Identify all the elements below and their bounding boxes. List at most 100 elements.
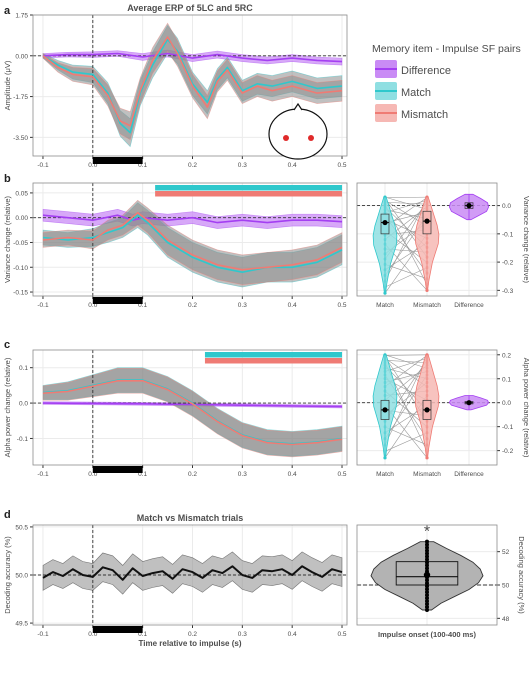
chart-title: Match vs Mismatch trials: [137, 513, 244, 523]
error-band-mismatch: [42, 22, 343, 141]
head-outline: [268, 108, 328, 160]
panel-label-d: d: [4, 509, 11, 521]
y-tick-label: 0.05: [15, 190, 28, 197]
y-axis-label: Amplitude (μV): [3, 60, 12, 110]
x-tick-label: 0.5: [337, 631, 346, 638]
x-tick-label: 0.1: [138, 302, 147, 309]
series-line-mismatch: [42, 36, 343, 127]
paired-line: [384, 359, 428, 363]
y-tick-label: 50: [502, 583, 510, 590]
x-tick-label: 0.3: [238, 302, 247, 309]
electrode-right: [308, 135, 314, 141]
y-tick-label: 48: [502, 616, 510, 623]
y-tick-label: -3.50: [13, 135, 28, 142]
participant-point: [425, 542, 429, 547]
x-tick-label: 0.4: [288, 631, 297, 638]
y-axis-label: Decoding accuracy (%): [3, 536, 12, 614]
y-tick-label: 0.00: [15, 215, 28, 222]
y-axis-label: Alpha power change (relative): [522, 358, 529, 458]
paired-line: [384, 201, 428, 205]
y-axis-label: Variance change (relative): [522, 196, 529, 283]
paired-line: [384, 264, 428, 279]
series-line-mismatch: [42, 380, 343, 446]
x-tick-label: 0.0: [88, 162, 97, 169]
participant-point: [425, 566, 429, 571]
x-tick-label: 0.0: [88, 471, 97, 478]
y-tick-label: 1.75: [15, 13, 28, 20]
paired-line: [384, 199, 428, 213]
y-tick-label: 52: [502, 549, 510, 556]
violin-border-b-violin: [356, 182, 498, 297]
participant-point: [425, 602, 429, 607]
x-tick-label: -0.1: [37, 162, 49, 169]
x-tick-label: 0.2: [188, 162, 197, 169]
series-line-match: [42, 38, 343, 134]
participant-point: [425, 590, 429, 595]
participant-point: [425, 608, 429, 612]
x-tick-label: 0.4: [288, 302, 297, 309]
erp-plot: 1.75 0.00 -1.75 -3.50 -0.1 0.0 0.1 0.2 0.3 0.4 0.5…: [3, 3, 348, 169]
y-tick-label: 50.5: [15, 524, 28, 531]
y-tick-label: -0.3: [502, 288, 514, 295]
legend: Memory item - Impulse SF pairs Differenc…: [372, 43, 521, 122]
impulse-bar: [92, 466, 143, 473]
y-tick-label: 50.0: [15, 573, 28, 580]
head-nose: [293, 102, 303, 111]
category-label-match: Match: [376, 471, 394, 478]
paired-line: [384, 354, 428, 356]
participant-point: [425, 584, 429, 589]
significance-bar-match: [204, 352, 343, 358]
participant-point: [425, 557, 429, 562]
participant-point: [425, 581, 429, 586]
x-tick-label: 0.1: [138, 162, 147, 169]
mean-point-mismatch: [424, 218, 430, 224]
x-tick-label: 0.3: [238, 471, 247, 478]
legend-entry-difference: Difference: [401, 65, 451, 77]
mean-point-match: [382, 407, 388, 413]
y-tick-label: 0.0: [502, 203, 511, 210]
impulse-bar: [92, 297, 143, 304]
category-label-difference: Difference: [454, 302, 484, 309]
significance-marker: *: [424, 524, 430, 541]
participant-point: [425, 545, 429, 550]
participant-point: [425, 593, 429, 598]
chart-title: Average ERP of 5LC and 5RC: [127, 3, 253, 13]
y-tick-label: 0.1: [19, 365, 28, 372]
y-tick-label: 0.2: [502, 352, 511, 359]
y-tick-label: -0.10: [13, 265, 28, 272]
x-tick-label: 0.1: [138, 631, 147, 638]
y-tick-label: -0.15: [13, 290, 28, 297]
y-tick-label: -0.2: [502, 448, 514, 455]
x-tick-label: 0.0: [88, 631, 97, 638]
category-label-match: Match: [376, 302, 394, 309]
y-axis-label: Variance change (relative): [3, 196, 12, 283]
variance-plot: 0.05 0.00 -0.05 -0.10 -0.15 -0.1 0.0 0.1 0.2 0.3 0…: [3, 182, 348, 309]
y-tick-label: -0.2: [502, 260, 514, 267]
x-tick-label: 0.1: [138, 471, 147, 478]
mean-point-difference: [466, 400, 472, 406]
impulse-bar: [92, 626, 143, 633]
x-tick-label: 0.2: [188, 631, 197, 638]
participant-point: [425, 587, 429, 592]
x-axis-label: Time relative to impulse (s): [139, 639, 242, 648]
x-tick-label: 0.3: [238, 631, 247, 638]
panel-label-b: b: [4, 173, 11, 185]
series-line-series: [42, 565, 343, 581]
decoding-violin-plot: 52 50 48 * Decoding accuracy (%) Impulse onse…: [356, 524, 526, 639]
y-tick-label: -0.1: [17, 436, 29, 443]
y-tick-label: 0.0: [19, 401, 28, 408]
category-label-mismatch: Mismatch: [413, 471, 441, 478]
x-tick-label: 0.5: [337, 302, 346, 309]
violin-border-c-violin: [356, 349, 498, 466]
mean-point-mismatch: [424, 407, 430, 413]
significance-bar-mismatch: [204, 358, 343, 364]
plot-border-c: [32, 349, 348, 466]
impulse-bar: [92, 157, 143, 164]
significance-bar-mismatch: [155, 191, 343, 197]
scalp-electrode-map: [268, 102, 328, 160]
legend-title: Memory item - Impulse SF pairs: [372, 43, 521, 55]
violin-border-d-violin: [356, 524, 498, 626]
participant-point: [425, 539, 429, 544]
x-tick-label: -0.1: [37, 631, 49, 638]
